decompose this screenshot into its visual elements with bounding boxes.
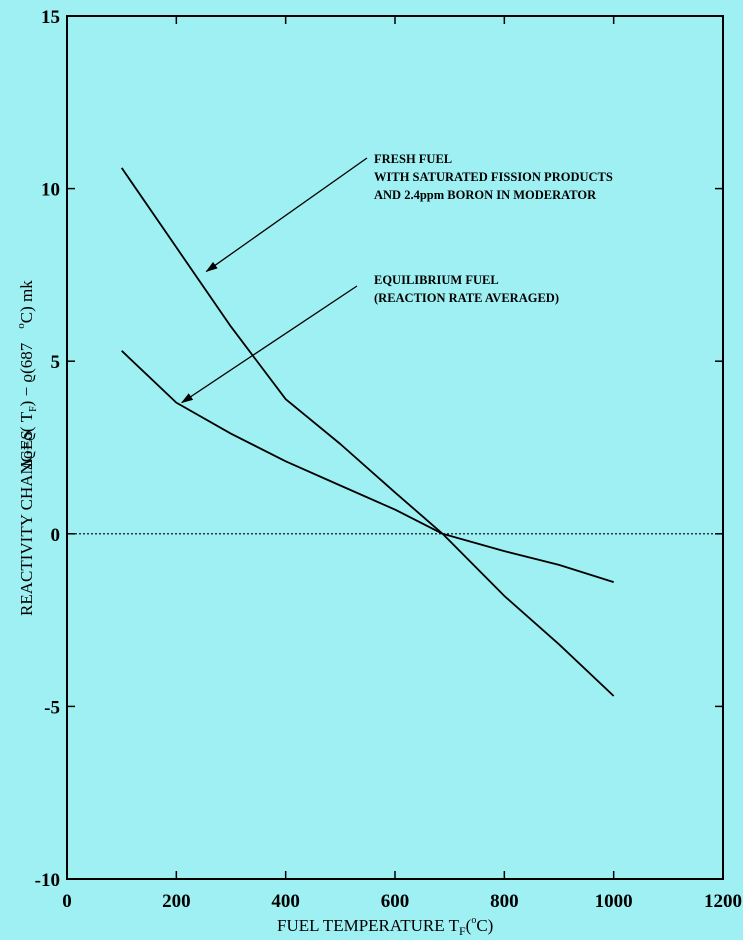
series-line-1 <box>120 167 615 697</box>
x-tick-label: 800 <box>490 891 519 912</box>
y-axis-label-formula: Δϱ=ϱ( TF) − ϱ(687oC) mk <box>15 280 39 470</box>
y-tick-label: 10 <box>41 180 60 201</box>
annotation-text-1: FRESH FUEL WITH SATURATED FISSION PRODUCT… <box>374 152 613 202</box>
y-tick-label: -5 <box>44 697 60 718</box>
x-axis-label: FUEL TEMPERATURE TF(oC) <box>277 915 493 938</box>
annotation-line: AND 2.4ppm BORON IN MODERATOR <box>374 188 597 202</box>
x-tick-label: 1000 <box>595 891 633 912</box>
y-tick-label: 5 <box>51 352 61 373</box>
x-tick-label: 1200 <box>704 891 742 912</box>
annotation-text-2: EQUILIBRIUM FUEL (REACTION RATE AVERAGED) <box>374 273 559 305</box>
y-tick-label: 15 <box>41 7 60 28</box>
plot-frame <box>66 15 724 880</box>
x-tick-label: 600 <box>381 891 410 912</box>
series-line-2 <box>121 350 614 583</box>
annotation-line: FRESH FUEL <box>374 152 452 166</box>
x-axis: 0 200 400 600 800 1000 1200 <box>62 16 742 912</box>
annotation-arrow-2 <box>180 285 358 404</box>
annotation-arrow-1 <box>205 157 368 273</box>
data-series <box>120 167 615 697</box>
annotations: FRESH FUEL WITH SATURATED FISSION PRODUCT… <box>180 152 613 404</box>
annotation-line: WITH SATURATED FISSION PRODUCTS <box>374 170 613 184</box>
x-tick-label: 400 <box>271 891 300 912</box>
y-tick-label: -10 <box>35 870 60 891</box>
y-axis: 15 10 5 0 -5 -10 <box>35 7 723 891</box>
x-tick-label: 0 <box>62 891 72 912</box>
y-tick-label: 0 <box>51 525 61 546</box>
annotation-line: EQUILIBRIUM FUEL <box>374 273 499 287</box>
y-axis-label-main: REACTIVITY CHANGES <box>17 430 36 616</box>
x-tick-label: 200 <box>162 891 191 912</box>
y-axis-label: REACTIVITY CHANGES <box>17 430 36 616</box>
svg-text:Δϱ=ϱ( TF) − ϱ(687oC) mk: Δϱ=ϱ( TF) − ϱ(687oC) mk <box>15 280 39 470</box>
annotation-line: (REACTION RATE AVERAGED) <box>374 291 559 305</box>
